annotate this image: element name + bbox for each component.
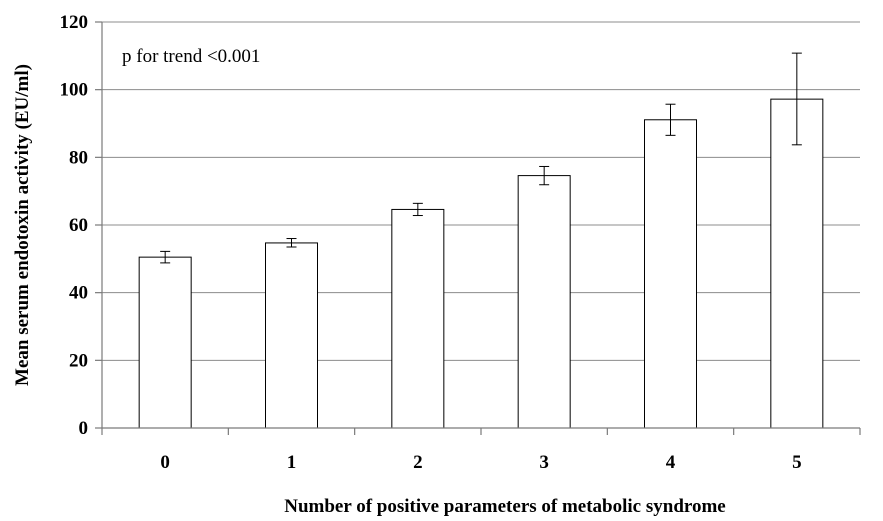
x-tick-label: 3: [539, 452, 549, 473]
axes: [95, 21, 861, 435]
bar-0: [138, 256, 192, 429]
error-bar-4: [665, 103, 676, 136]
bars: [138, 98, 824, 429]
y-tick-label: 20: [69, 350, 88, 371]
error-bars: [160, 52, 802, 264]
y-tick-label: 60: [69, 215, 88, 236]
x-tick-label: 5: [792, 452, 802, 473]
error-bar-1: [286, 238, 297, 248]
p-trend-annotation: p for trend <0.001: [122, 46, 260, 67]
bar-1: [265, 242, 318, 429]
error-bar-5: [791, 52, 802, 146]
y-tick-label: 100: [60, 80, 89, 101]
gridlines: [102, 21, 860, 361]
error-bar-2: [412, 202, 423, 217]
y-tick-label: 120: [60, 12, 89, 33]
y-tick-label: 40: [69, 283, 88, 304]
x-tick-label: 0: [160, 452, 170, 473]
tick-labels: 0 20 40 60 80 100 120 0 1 2 3 4 5: [60, 12, 802, 473]
error-bar-3: [539, 165, 550, 186]
y-axis-title: Mean serum endotoxin activity (EU/ml): [12, 64, 33, 386]
y-tick-label: 0: [79, 418, 89, 439]
x-tick-label: 4: [666, 452, 676, 473]
x-tick-label: 1: [287, 452, 297, 473]
x-axis-title: Number of positive parameters of metabol…: [284, 496, 726, 517]
bar-5: [770, 98, 824, 429]
bar-3: [517, 175, 571, 429]
bar-4: [644, 119, 697, 429]
error-bar-0: [160, 250, 171, 264]
x-tick-label: 2: [413, 452, 423, 473]
bar-2: [391, 208, 445, 429]
y-tick-label: 80: [69, 147, 88, 168]
